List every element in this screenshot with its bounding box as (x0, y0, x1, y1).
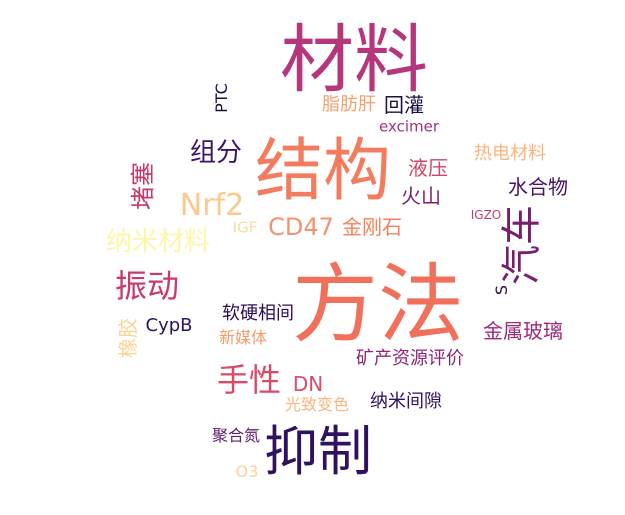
word-redian-cailiao: 热电材料 (474, 143, 546, 164)
word-xinmeiti: 新媒体 (218, 328, 268, 347)
word-jinshu-boli: 金属玻璃 (483, 319, 563, 343)
word-jiegou: 结构 (254, 132, 392, 211)
word-nrf2: Nrf2 (179, 188, 245, 223)
word-nami-cailiao: 纳米材料 (105, 227, 211, 257)
word-guangzhi-bianse: 光致变色 (284, 395, 350, 414)
word-s: S (492, 284, 511, 296)
word-cypb: CypB (145, 315, 193, 336)
word-cailiao: 材料 (280, 17, 428, 103)
word-ruanying-xiangjian: 软硬相间 (222, 303, 294, 324)
word-juhedan: 聚合氮 (211, 426, 261, 445)
word-qiche: 汽车 (499, 205, 545, 285)
word-kuangchan-ziyuan-pingjia: 矿产资源评价 (356, 348, 464, 369)
word-o3: O3 (235, 462, 259, 481)
word-igzo: IGZO (470, 208, 502, 222)
word-cd47: CD47 (268, 213, 334, 241)
word-dn: DN (292, 372, 324, 396)
word-huoshan: 火山 (401, 184, 441, 208)
word-yizhi: 抑制 (264, 420, 372, 483)
word-shouxing: 手性 (216, 361, 282, 399)
word-zufen: 组分 (189, 138, 243, 168)
word-huiguan: 回灌 (384, 93, 424, 117)
word-zhifanggan: 脂肪肝 (322, 94, 376, 115)
word-shuihewu: 水合物 (508, 175, 568, 199)
word-jingangshi: 金刚石 (342, 215, 402, 239)
word-excimer: excimer (379, 117, 439, 136)
word-igf: IGF (232, 218, 258, 237)
word-yeya: 液压 (408, 156, 448, 180)
word-nami-jianxi: 纳米间隙 (370, 391, 442, 412)
word-fangfa: 方法 (292, 255, 464, 355)
word-xiangjiao: 橡胶 (116, 318, 140, 358)
word-zhendong: 振动 (114, 267, 180, 305)
word-dusai: 堵塞 (129, 162, 157, 210)
word-ptc: PTC (212, 83, 231, 113)
